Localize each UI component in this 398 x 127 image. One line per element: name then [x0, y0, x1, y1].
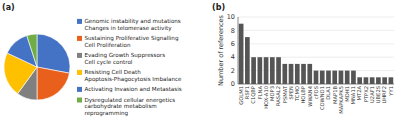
y-tick-label: 2 [231, 67, 235, 75]
y-tick-label: 4 [231, 53, 235, 61]
bar [239, 24, 244, 84]
legend: Genomic instability and mutationsChanges… [77, 18, 182, 116]
bar [295, 64, 300, 84]
grid-line [238, 30, 394, 31]
pie [4, 34, 70, 100]
bar [289, 64, 294, 84]
legend-swatch [77, 98, 82, 103]
x-tick-label: PSMAT [282, 85, 288, 103]
x-tick-label: HOLBP [300, 86, 306, 104]
bar [307, 64, 312, 84]
x-tick-label: FLNA [257, 86, 263, 100]
bar [357, 77, 362, 84]
pie-slice [27, 34, 37, 67]
x-tick-label: RSF1 [244, 86, 250, 99]
bar [251, 57, 256, 84]
x-tick-label: MAP1B [332, 86, 338, 104]
bar [320, 71, 325, 84]
bar [314, 71, 319, 84]
bar [301, 64, 306, 84]
legend-swatch [77, 36, 82, 41]
y-tick-label: 6 [231, 40, 235, 48]
x-tick-label: C1QBP [250, 86, 256, 104]
panel-label: (a) [2, 3, 15, 12]
bar [276, 57, 281, 84]
x-tick-label: UHRF2 [381, 86, 387, 104]
legend-label: Evading Growth SuppressorsCell cycle con… [85, 52, 166, 65]
bar [282, 64, 287, 84]
pie-slice [37, 67, 69, 100]
y-axis [238, 17, 239, 84]
legend-swatch [77, 19, 82, 24]
bar [264, 57, 269, 84]
x-tick-label: COWNO1 [319, 86, 325, 110]
grid-line [238, 17, 394, 18]
bar [258, 57, 263, 84]
y-axis-label: Number of references [217, 14, 225, 86]
x-tick-label: SPEN [288, 86, 294, 100]
legend-swatch [77, 70, 82, 75]
legend-label: Genomic instability and mutationsChanges… [85, 18, 181, 31]
x-tick-label: RASAL2 [275, 86, 281, 106]
bar [376, 77, 381, 84]
bar [364, 77, 369, 84]
x-axis [238, 84, 394, 85]
x-tick-label: MDH1 [344, 86, 350, 102]
x-tick-label: U2AF1 [369, 86, 375, 103]
y-tick-label: 10 [227, 13, 235, 21]
x-tick-label: HOX-A10 [263, 86, 269, 109]
panel-label: (b) [212, 3, 225, 12]
legend-swatch [77, 53, 82, 58]
bar [332, 71, 337, 84]
y-tick-label: 0 [231, 80, 235, 88]
legend-label: Resisting Cell DeathApoptosis-Phagocytos… [85, 69, 183, 82]
x-tick-label: MOP3 [269, 86, 275, 101]
x-tick-label: MT2A [356, 86, 362, 101]
legend-label: Dysregulated cellular energeticscarbohyd… [85, 97, 176, 117]
legend-label: Activating Invasion and Metastasis [85, 86, 182, 93]
x-tick-label: UBE2S [375, 86, 381, 103]
y-tick-label: 8 [231, 27, 235, 35]
x-tick-label: PTPX2 [363, 86, 369, 102]
grid-line [238, 43, 394, 44]
bar [382, 77, 387, 84]
x-tick-label: MNA11 [350, 86, 356, 105]
x-tick-label: WWAN4 [307, 85, 313, 106]
x-tick-label: MAPKAPK5 [338, 86, 344, 114]
bar [270, 57, 275, 84]
x-tick-label: YY1 [388, 86, 394, 97]
bar [345, 71, 350, 84]
bar [245, 37, 250, 84]
legend-swatch [77, 87, 82, 92]
x-tick-label: TCMO [294, 86, 300, 102]
x-tick-label: cFOS [313, 86, 319, 99]
legend-label: Sustaining Proliferative SignallingCell … [85, 35, 179, 47]
bar [351, 71, 356, 84]
bars [239, 24, 393, 84]
bar [339, 71, 344, 84]
figure: (a) Genomic instability and mutationsChan… [0, 0, 398, 127]
pie-slice [37, 34, 70, 73]
x-tick-label: DLA1 [325, 86, 331, 100]
x-tick-label: GOLM1 [238, 86, 244, 105]
bar [370, 77, 375, 84]
bar [389, 77, 394, 84]
bar [326, 71, 331, 84]
grid-line [238, 84, 394, 85]
